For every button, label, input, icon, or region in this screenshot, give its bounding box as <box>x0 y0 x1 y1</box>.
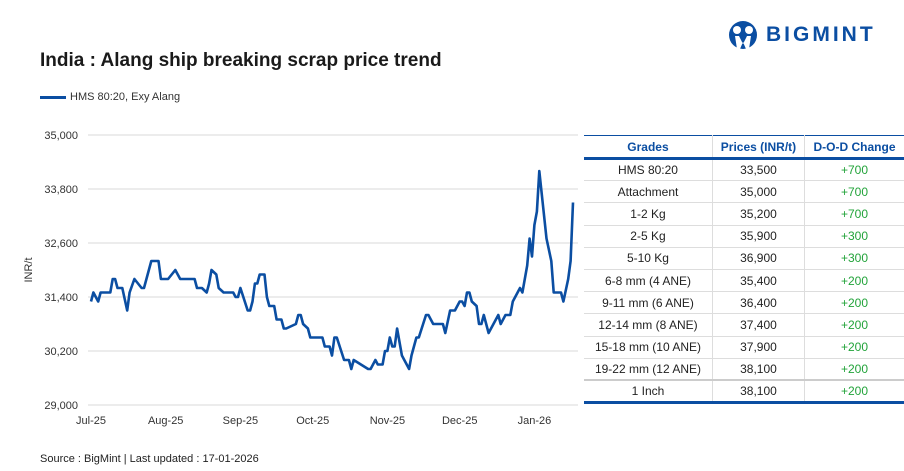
cell-price: 35,400 <box>712 269 806 293</box>
x-tick-label: Jul-25 <box>76 415 106 427</box>
cell-change: +200 <box>804 269 904 293</box>
table-row: 12-14 mm (8 ANE) 37,400 +200 <box>584 313 904 337</box>
cell-price: 37,400 <box>712 313 806 337</box>
col-header-change: D-O-D Change <box>804 135 904 160</box>
y-tick-label: 30,200 <box>44 346 78 358</box>
x-tick-label: Sep-25 <box>223 415 258 427</box>
cell-price: 36,400 <box>712 291 806 315</box>
logo-text: BIGMINT <box>766 23 876 46</box>
cell-grade: HMS 80:20 <box>584 158 713 182</box>
cell-grade: 5-10 Kg <box>584 247 713 270</box>
cell-change: +300 <box>804 225 904 248</box>
cell-price: 35,000 <box>712 180 806 204</box>
cell-change: +200 <box>804 291 904 315</box>
y-tick-label: 32,600 <box>44 238 78 250</box>
table-header-row: Grades Prices (INR/t) D-O-D Change <box>584 135 904 160</box>
bigmint-logo: BIGMINT <box>728 20 876 50</box>
cell-grade: 12-14 mm (8 ANE) <box>584 313 713 337</box>
page-title: India : Alang ship breaking scrap price … <box>40 50 442 71</box>
table-row: HMS 80:20 33,500 +700 <box>584 158 904 182</box>
cell-change: +700 <box>804 158 904 182</box>
cell-price: 38,100 <box>712 358 806 381</box>
cell-price: 36,900 <box>712 247 806 270</box>
cell-grade: 6-8 mm (4 ANE) <box>584 269 713 293</box>
table-row: 2-5 Kg 35,900 +300 <box>584 225 904 248</box>
series-line-hms-80-20 <box>89 169 575 371</box>
table-row: 6-8 mm (4 ANE) 35,400 +200 <box>584 269 904 293</box>
cell-price: 33,500 <box>712 158 806 182</box>
legend-label: HMS 80:20, Exy Alang <box>70 91 181 103</box>
table-row: 19-22 mm (12 ANE) 38,100 +200 <box>584 358 904 381</box>
price-line-chart: 29,000 30,200 31,400 32,600 33,800 35,000 Jul-… <box>23 130 578 427</box>
x-tick-label: Jan-26 <box>518 415 552 427</box>
cell-grade: 19-22 mm (12 ANE) <box>584 358 713 381</box>
source-note: Source : BigMint | Last updated : 17-01-… <box>40 453 259 465</box>
cell-price: 35,900 <box>712 225 806 248</box>
legend-swatch <box>40 95 66 99</box>
table-row: 1-2 Kg 35,200 +700 <box>584 202 904 226</box>
y-tick-label: 29,000 <box>44 400 78 412</box>
table-row: 1 Inch 38,100 +200 <box>584 379 904 405</box>
x-tick-label: Dec-25 <box>442 415 477 427</box>
cell-change: +200 <box>804 358 904 381</box>
cell-grade: 1 Inch <box>584 379 713 405</box>
table-row: 5-10 Kg 36,900 +300 <box>584 247 904 270</box>
bigmint-logo-icon <box>729 21 757 49</box>
cell-price: 35,200 <box>712 202 806 226</box>
cell-grade: 1-2 Kg <box>584 202 713 226</box>
cell-change: +200 <box>804 313 904 337</box>
y-tick-label: 33,800 <box>44 184 78 196</box>
cell-grade: 15-18 mm (10 ANE) <box>584 336 713 359</box>
table-row: Attachment 35,000 +700 <box>584 180 904 204</box>
table-row: 15-18 mm (10 ANE) 37,900 +200 <box>584 336 904 359</box>
y-tick-label: 31,400 <box>44 292 78 304</box>
cell-price: 38,100 <box>712 379 806 405</box>
x-tick-label: Oct-25 <box>296 415 329 427</box>
chart-legend: HMS 80:20, Exy Alang <box>40 91 180 103</box>
cell-change: +200 <box>804 379 904 405</box>
cell-change: +300 <box>804 247 904 270</box>
cell-grade: 2-5 Kg <box>584 225 713 248</box>
col-header-prices: Prices (INR/t) <box>712 135 806 160</box>
x-tick-label: Nov-25 <box>370 415 405 427</box>
cell-grade: Attachment <box>584 180 713 204</box>
cell-price: 37,900 <box>712 336 806 359</box>
table-row: 9-11 mm (6 ANE) 36,400 +200 <box>584 291 904 315</box>
grades-price-table: Grades Prices (INR/t) D-O-D Change HMS 8… <box>584 135 904 405</box>
x-tick-label: Aug-25 <box>148 415 183 427</box>
cell-change: +200 <box>804 336 904 359</box>
col-header-grades: Grades <box>584 135 713 160</box>
cell-change: +700 <box>804 180 904 204</box>
y-tick-label: 35,000 <box>44 130 78 142</box>
cell-change: +700 <box>804 202 904 226</box>
y-axis-label: INR/t <box>23 257 35 282</box>
cell-grade: 9-11 mm (6 ANE) <box>584 291 713 315</box>
